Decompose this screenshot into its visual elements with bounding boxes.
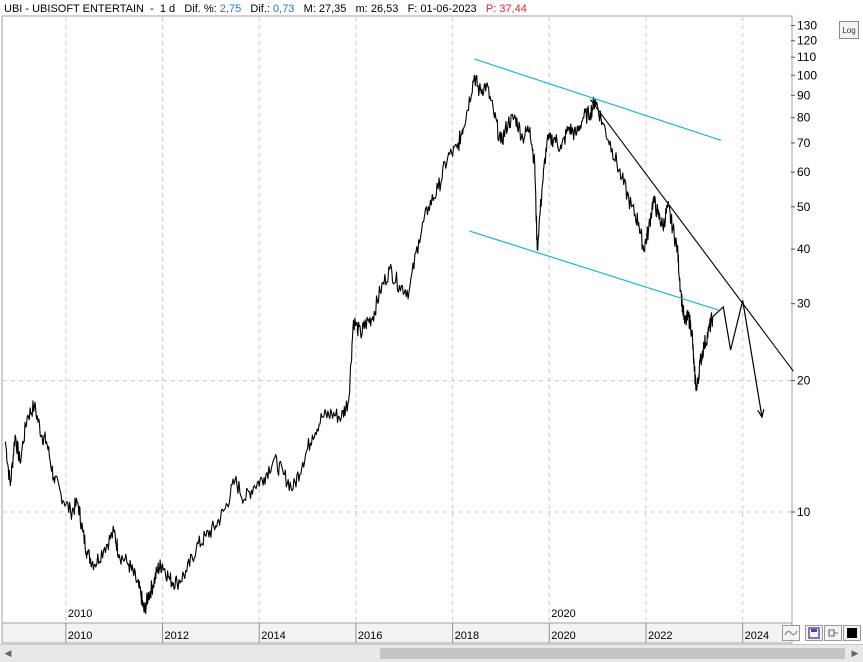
date-value: F: 01-06-2023 [407,3,477,15]
x-tick-label: 2024 [745,630,769,642]
x-axis: 2010 2012 2014 2016 2018 2020 2022 2024 2010 2020 [65,608,769,643]
scroll-right-icon[interactable]: ▶ [851,648,859,658]
x-tick-label: 2012 [165,630,189,642]
series-layer [4,74,714,615]
price-value: P: 37,44 [485,3,527,15]
y-tick-label: 80 [797,111,811,125]
wave-tool-icon[interactable] [782,625,800,641]
y-tick-label: 130 [797,19,817,33]
lower-channel-line[interactable] [469,230,719,311]
y-tick-label: 20 [797,374,811,388]
period-label: 1 d [159,3,176,15]
annotation-layer [469,58,794,419]
plot-area[interactable] [1,15,793,624]
pin-icon[interactable] [824,625,842,641]
y-tick-label: 90 [797,88,811,102]
y-tick-label: 10 [797,505,811,519]
x-tick-label: 2014 [261,630,285,642]
y-tick-label: 50 [797,200,811,214]
y-tick-label: 120 [797,34,817,48]
dif-label: Dif.: [250,3,270,15]
y-tick-label: 30 [797,297,811,311]
upper-channel-line[interactable] [474,58,722,141]
time-axis-bar [1,622,793,644]
scroll-thumb[interactable] [380,648,845,659]
y-tick-label: 60 [797,165,811,179]
save-icon[interactable] [805,625,823,641]
price-series-line [4,74,714,615]
projection-arrowhead-icon [757,409,765,419]
scroll-left-icon[interactable]: ◀ [4,648,12,658]
resistance-trendline[interactable] [589,99,794,372]
chart-header: UBI - UBISOFT ENTERTAIN - 1 d Dif. %: 2,… [4,3,527,15]
x-tick-label: 2020 [551,630,575,642]
y-tick-label: 110 [797,50,816,64]
x-tick-label: 2018 [455,630,479,642]
max-value: M: 27,35 [303,3,347,15]
min-value: m: 26,53 [355,3,399,15]
year-marker-label: 2020 [551,608,575,620]
x-tick-label: 2010 [68,630,92,642]
log-scale-button[interactable]: Log [839,21,859,39]
color-swatch-icon[interactable] [843,625,861,641]
ticker-label: UBI - UBISOFT ENTERTAIN [4,3,144,15]
y-tick-label: 40 [797,242,811,256]
difpct-label: Dif. %: [184,3,217,15]
difpct-value: 2,75 [219,3,242,15]
x-tick-label: 2016 [358,630,382,642]
x-tick-label: 2022 [648,630,672,642]
horizontal-scrollbar[interactable]: ◀ ▶ [0,644,863,662]
projection-path[interactable] [712,300,763,418]
dif-value: 0,73 [273,3,295,15]
grid-layer [3,17,791,622]
year-marker-label: 2010 [68,608,92,620]
y-tick-label: 70 [797,136,811,150]
y-tick-label: 100 [797,68,817,82]
